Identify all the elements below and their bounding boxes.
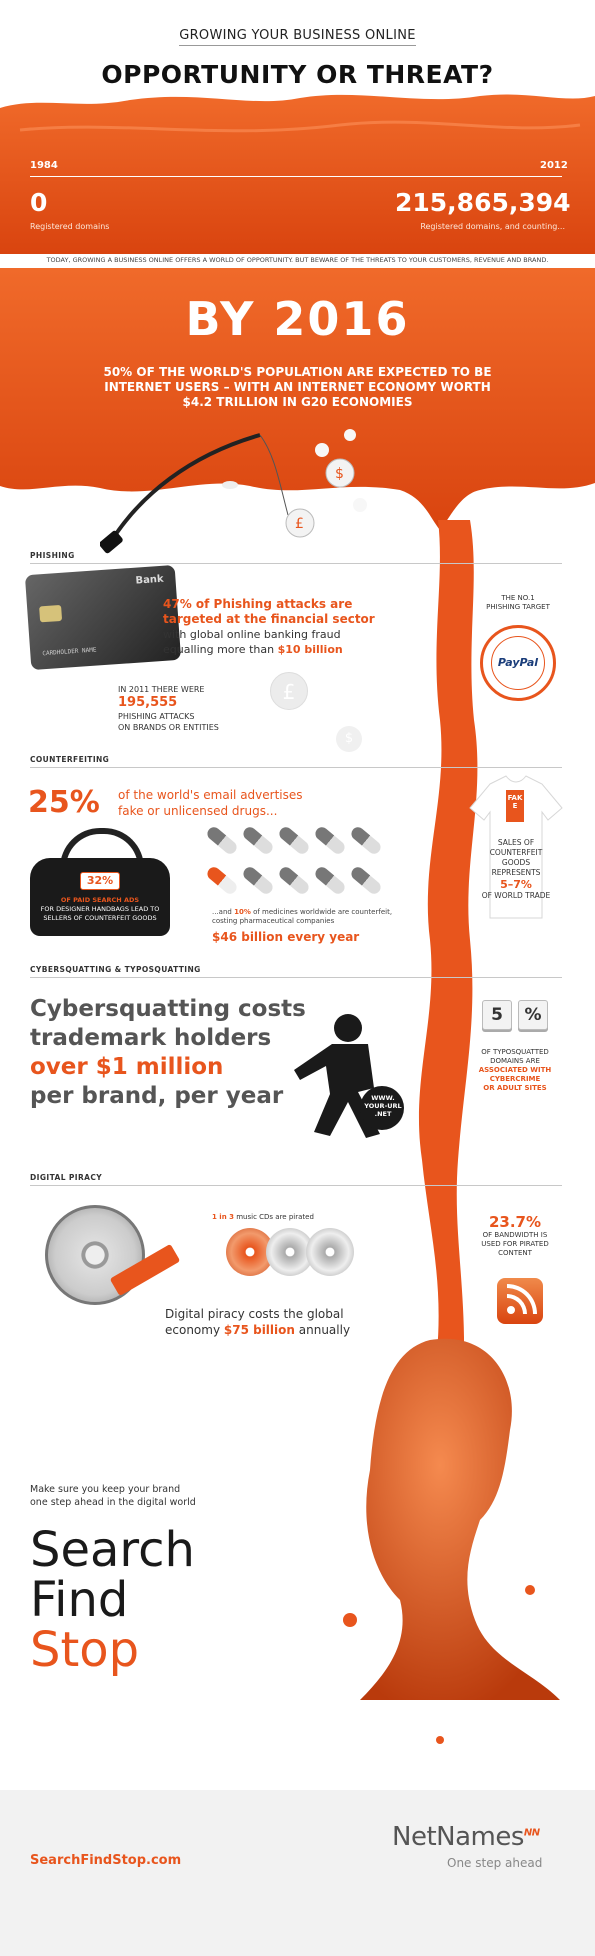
credit-card: Bank CARDHOLDER NAME	[24, 564, 182, 671]
handbag: 32% OF PAID SEARCH ADS FOR DESIGNER HAND…	[30, 858, 170, 936]
orange-head-illustration	[343, 1338, 560, 1744]
section-label-counterfeiting: COUNTERFEITING	[30, 755, 110, 764]
phishing-count: IN 2011 THERE WERE 195,555 PHISHING ATTA…	[118, 685, 219, 732]
svg-text:$: $	[335, 466, 344, 482]
bandwidth-stat: 23.7% OF BANDWIDTH IS USED FOR PIRATED C…	[481, 1213, 549, 1257]
piracy-cost: Digital piracy costs the global economy …	[165, 1307, 351, 1337]
by-2016-title: BY 2016	[185, 292, 410, 346]
timeline-end-value: 215,865,394	[395, 188, 571, 217]
intro-text: TODAY, GROWING A BUSINESS ONLINE OFFERS …	[46, 256, 549, 264]
email-stat: of the world's email advertises fake or …	[118, 788, 303, 818]
medicine-stat: ...and 10% of medicines worldwide are co…	[212, 908, 393, 925]
paint-splash-middle	[0, 268, 595, 530]
header-title: OPPORTUNITY OR THREAT?	[101, 60, 494, 89]
section-label-piracy: DIGITAL PIRACY	[30, 1173, 103, 1182]
timeline-end-year: 2012	[540, 160, 568, 171]
footer-tagline: One step ahead	[447, 1856, 543, 1870]
phishing-stat-2: with global online banking fraud equalli…	[163, 628, 343, 656]
loot-bag-label: WWW. YOUR-URL .NET	[364, 1094, 402, 1118]
paint-splash-top	[0, 94, 595, 254]
keyboard-key-percent: %	[518, 1000, 548, 1030]
section-label-cybersquatting: CYBERSQUATTING & TYPOSQUATTING	[30, 965, 201, 974]
cybersquatting-stat: Cybersquatting costs trademark holders o…	[30, 996, 306, 1109]
trade-stat: SALES OF COUNTERFEIT GOODS REPRESENTS 5–…	[481, 838, 551, 900]
card-chip	[39, 604, 63, 623]
section-divider	[30, 563, 562, 564]
pound-coin-icon: £	[270, 672, 308, 710]
dollar-coin-icon: $	[336, 726, 362, 752]
rss-icon	[497, 1278, 543, 1324]
pills-grid	[204, 822, 385, 904]
netnames-logo: NetNamesNN	[392, 1822, 540, 1852]
section-divider	[30, 977, 562, 978]
population-stat: 50% OF THE WORLD'S POPULATION ARE EXPECT…	[103, 365, 492, 409]
cd-icon	[306, 1228, 354, 1276]
search-find-stop: Search Find Stop	[30, 1522, 195, 1678]
closing-text: Make sure you keep your brand one step a…	[30, 1484, 196, 1508]
phishing-target-caption: THE NO.1 PHISHING TARGET	[486, 594, 550, 611]
svg-text:£: £	[295, 516, 304, 532]
fishing-rod-illustration: £ $	[100, 429, 367, 554]
cd-stat: 1 in 3 music CDs are pirated	[212, 1213, 314, 1221]
medicine-cost: $46 billion every year	[212, 930, 360, 944]
intro-strip	[0, 254, 595, 268]
keyboard-key-5: 5	[482, 1000, 512, 1030]
timeline-start-caption: Registered domains	[30, 222, 110, 231]
timeline-line	[30, 176, 562, 177]
paypal-target-icon: PayPal	[480, 625, 556, 701]
section-label-phishing: PHISHING	[30, 551, 75, 560]
timeline-start-value: 0	[30, 188, 48, 217]
timeline-end-caption: Registered domains, and counting...	[420, 222, 565, 231]
email-pct: 25%	[28, 785, 100, 820]
thief-icon	[294, 1014, 404, 1138]
tshirt-icon	[469, 775, 563, 919]
footer-url-link[interactable]: SearchFindStop.com	[30, 1853, 182, 1868]
paint-drip	[418, 520, 478, 1400]
section-divider	[30, 767, 562, 768]
section-divider	[30, 1185, 562, 1186]
header-subtitle: GROWING YOUR BUSINESS ONLINE	[0, 28, 595, 46]
phishing-stat-1: 47% of Phishing attacks are targeted at …	[163, 597, 375, 626]
timeline-start-year: 1984	[30, 160, 58, 171]
footer	[0, 1790, 595, 1956]
fake-tag: FAKE	[506, 790, 524, 822]
typosquatting-stat: OF TYPOSQUATTED DOMAINS ARE ASSOCIATED W…	[478, 1048, 552, 1092]
